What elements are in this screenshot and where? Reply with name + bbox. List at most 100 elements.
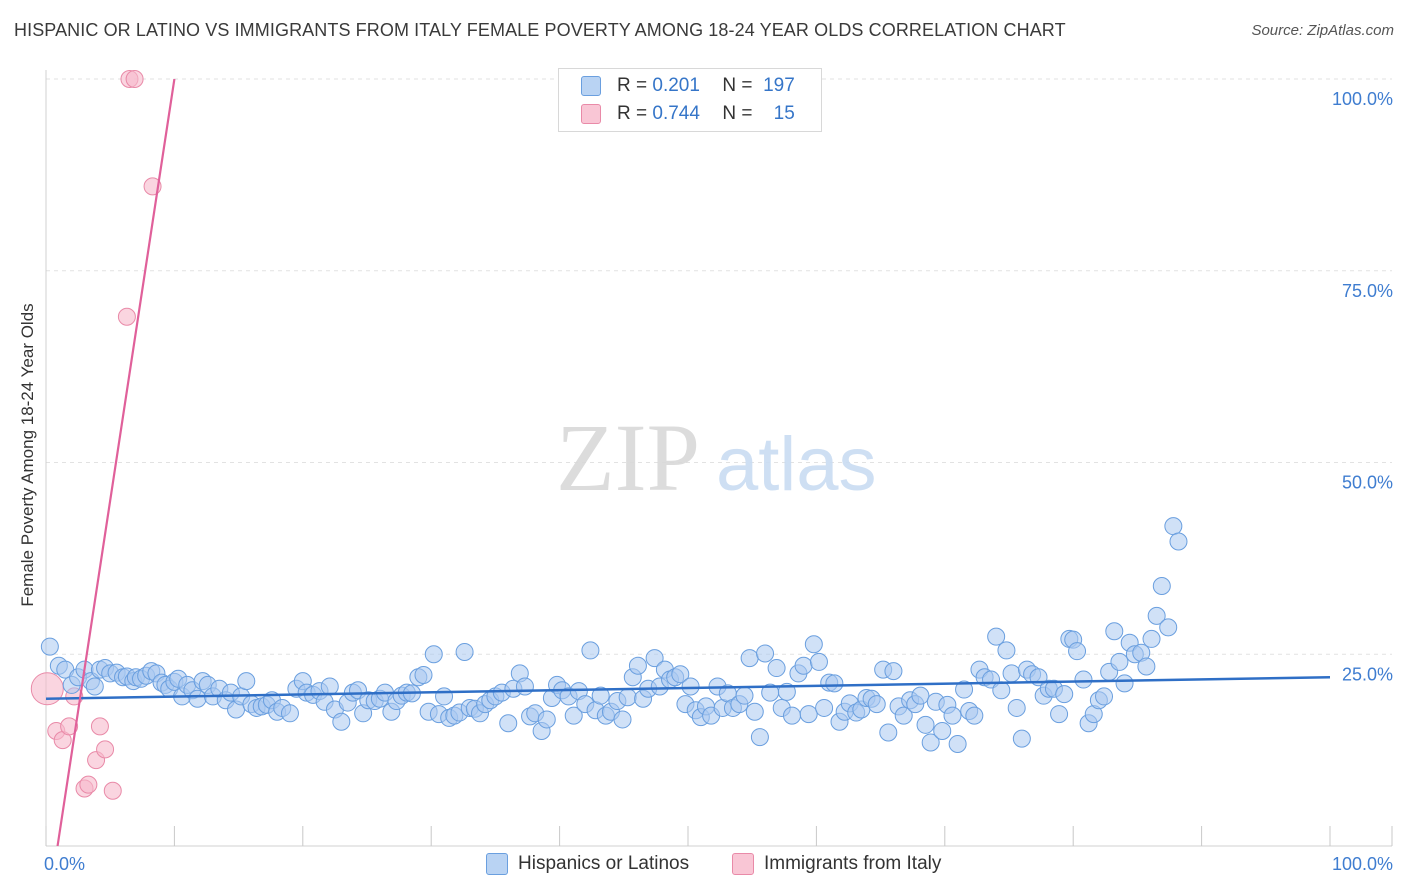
- scatter-point-hispanic: [1147, 606, 1166, 625]
- trend-lines: [45, 78, 1331, 847]
- scatter-point-italy: [30, 672, 64, 706]
- scatter-point-hispanic: [1050, 705, 1069, 724]
- scatter-point-hispanic: [965, 706, 984, 725]
- legend-r-label: R =: [617, 75, 648, 96]
- scatter-point-italy: [90, 717, 109, 736]
- series-hispanics-or-latinos: [40, 517, 1188, 753]
- legend-row-hispanics: R = 0.201 N = 197: [581, 73, 795, 99]
- scatter-point-hispanic: [879, 723, 898, 742]
- scatter-point-hispanic: [1110, 652, 1129, 671]
- scatter-point-hispanic: [916, 715, 935, 734]
- scatter-point-hispanic: [1105, 622, 1124, 641]
- scatter-point-hispanic: [424, 645, 443, 664]
- scatter-point-hispanic: [628, 656, 647, 675]
- scatter-point-hispanic: [992, 681, 1011, 700]
- scatter-point-hispanic: [997, 641, 1016, 660]
- scatter-point-hispanic: [767, 659, 786, 678]
- scatter-point-hispanic: [756, 644, 775, 663]
- scatter-point-hispanic: [40, 637, 59, 656]
- scatter-point-hispanic: [414, 665, 433, 684]
- scatter-point-hispanic: [537, 710, 556, 729]
- scatter-point-hispanic: [671, 665, 690, 684]
- y-tick-label-100: 100.0%: [1332, 89, 1393, 109]
- scatter-point-hispanic: [825, 674, 844, 693]
- scatter-point-hispanic: [613, 710, 632, 729]
- scatter-point-hispanic: [1159, 618, 1178, 637]
- scatter-point-hispanic: [1142, 629, 1161, 648]
- gridlines: [46, 78, 1392, 655]
- scatter-point-hispanic: [1152, 576, 1171, 595]
- scatter-point-hispanic: [1169, 532, 1188, 551]
- y-axis-label: Female Poverty Among 18-24 Year Olds: [18, 303, 37, 606]
- scatter-point-hispanic: [911, 686, 930, 705]
- bottom-legend-swatch-pink: [732, 853, 754, 875]
- scatter-point-hispanic: [1164, 517, 1183, 536]
- x-tick-label-end: 100.0%: [1332, 854, 1393, 874]
- legend-swatch-pink: [581, 104, 601, 124]
- scatter-point-hispanic: [645, 649, 664, 668]
- legend-r-label: R =: [617, 103, 648, 124]
- bottom-legend-italy: Immigrants from Italy: [732, 852, 941, 876]
- watermark-zip: ZIP: [556, 404, 700, 511]
- watermark: ZIP atlas: [556, 404, 877, 511]
- legend-row-italy: R = 0.744 N = 15: [581, 101, 795, 127]
- bottom-legend-label: Hispanics or Latinos: [518, 853, 690, 874]
- legend-swatch-blue: [581, 76, 601, 96]
- tick-labels: 25.0% 50.0% 75.0% 100.0% 0.0% 100.0%: [44, 89, 1393, 874]
- scatter-point-hispanic: [799, 705, 818, 724]
- scatter-point-hispanic: [815, 698, 834, 717]
- chart-title: HISPANIC OR LATINO VS IMMIGRANTS FROM IT…: [14, 20, 1066, 40]
- scatter-point-hispanic: [435, 687, 454, 706]
- scatter-point-hispanic: [320, 677, 339, 696]
- scatter-point-hispanic: [1074, 670, 1093, 689]
- scatter-point-hispanic: [884, 662, 903, 681]
- scatter-point-hispanic: [943, 706, 962, 725]
- x-tick-label-start: 0.0%: [44, 854, 85, 874]
- scatter-point-italy: [125, 70, 144, 88]
- bottom-legend-swatch-blue: [486, 853, 508, 875]
- scatter-point-hispanic: [1055, 685, 1074, 704]
- scatter-point-hispanic: [1095, 687, 1114, 706]
- source-label: Source: ZipAtlas.com: [1251, 22, 1394, 39]
- scatter-point-hispanic: [740, 649, 759, 668]
- scatter-point-hispanic: [1115, 674, 1134, 693]
- scatter-point-hispanic: [1137, 657, 1156, 676]
- scatter-point-hispanic: [745, 702, 764, 721]
- scatter-point-hispanic: [783, 706, 802, 725]
- scatter-point-italy: [103, 781, 122, 800]
- scatter-point-italy: [117, 307, 136, 326]
- scatter-point-hispanic: [1007, 698, 1026, 717]
- scatter-point-hispanic: [1012, 729, 1031, 748]
- scatter-point-hispanic: [237, 672, 256, 691]
- legend-r-value: 0.744: [652, 103, 700, 124]
- scatter-point-hispanic: [280, 704, 299, 723]
- legend-n-value: 197: [763, 75, 795, 96]
- series-immigrants-from-italy: [30, 70, 162, 800]
- scatter-point-hispanic: [455, 642, 474, 661]
- scatter-point-hispanic: [618, 688, 637, 707]
- watermark-atlas: atlas: [716, 422, 877, 507]
- scatter-point-italy: [96, 740, 115, 759]
- axes: [45, 70, 1393, 847]
- scatter-point-italy: [79, 775, 98, 794]
- scatter-point-hispanic: [735, 686, 754, 705]
- legend-n-label: N =: [722, 75, 753, 96]
- scatter-point-hispanic: [564, 706, 583, 725]
- scatter-point-hispanic: [921, 733, 940, 752]
- bottom-legend-hispanics: Hispanics or Latinos: [486, 852, 689, 876]
- scatter-point-hispanic: [750, 728, 769, 747]
- y-tick-label-25: 25.0%: [1342, 664, 1393, 684]
- scatter-point-hispanic: [794, 656, 813, 675]
- scatter-point-italy: [60, 717, 79, 736]
- scatter-point-hispanic: [894, 706, 913, 725]
- scatter-point-hispanic: [681, 677, 700, 696]
- scatter-point-hispanic: [809, 652, 828, 671]
- legend-n-value: 15: [773, 103, 795, 124]
- legend-r-value: 0.201: [652, 75, 700, 96]
- y-tick-label-75: 75.0%: [1342, 281, 1393, 301]
- scatter-point-hispanic: [955, 680, 974, 699]
- scatter-point-hispanic: [499, 714, 518, 733]
- y-tick-label-50: 50.0%: [1342, 473, 1393, 493]
- scatter-point-hispanic: [332, 712, 351, 731]
